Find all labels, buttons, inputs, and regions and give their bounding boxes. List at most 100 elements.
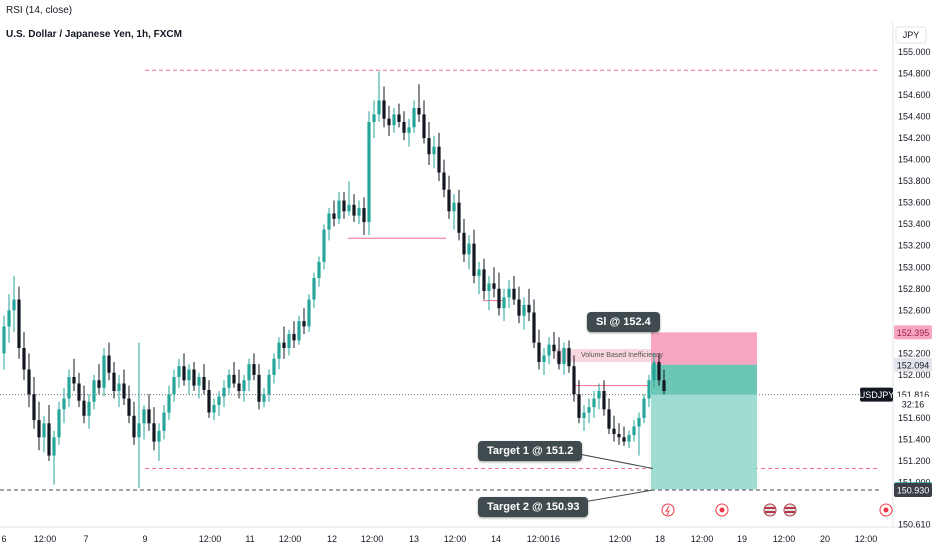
candle[interactable]	[517, 286, 521, 324]
candle[interactable]	[607, 398, 611, 435]
candle[interactable]	[157, 423, 161, 461]
candle[interactable]	[642, 394, 646, 424]
candle[interactable]	[317, 256, 321, 287]
candle[interactable]	[147, 394, 151, 431]
candle[interactable]	[447, 175, 451, 219]
candle[interactable]	[217, 391, 221, 416]
candle[interactable]	[327, 208, 331, 241]
candle[interactable]	[247, 358, 251, 392]
candle[interactable]	[592, 391, 596, 418]
candle[interactable]	[32, 377, 36, 429]
candle[interactable]	[372, 100, 376, 139]
candle[interactable]	[587, 398, 591, 424]
candle[interactable]	[647, 374, 651, 408]
candle[interactable]	[602, 380, 606, 416]
indicator-header[interactable]: RSI (14, close)	[0, 0, 932, 23]
candle[interactable]	[407, 118, 411, 147]
candle[interactable]	[212, 398, 216, 421]
candle[interactable]	[187, 364, 191, 395]
candle[interactable]	[47, 405, 51, 461]
candle[interactable]	[102, 347, 106, 397]
candle[interactable]	[362, 197, 366, 235]
candle[interactable]	[237, 369, 241, 399]
candle[interactable]	[452, 194, 456, 230]
candle[interactable]	[637, 412, 641, 456]
candle[interactable]	[462, 218, 466, 262]
candle[interactable]	[627, 430, 631, 449]
candle[interactable]	[292, 321, 296, 348]
candle[interactable]	[277, 337, 281, 370]
us-flag-icon[interactable]	[783, 503, 797, 517]
candle[interactable]	[312, 272, 316, 309]
candle[interactable]	[267, 369, 271, 402]
candle[interactable]	[532, 299, 536, 348]
candle[interactable]	[322, 224, 326, 270]
candle[interactable]	[662, 369, 666, 395]
candle[interactable]	[107, 342, 111, 381]
candle[interactable]	[72, 358, 76, 392]
candle[interactable]	[457, 189, 461, 241]
candle[interactable]	[132, 401, 136, 445]
candle[interactable]	[527, 288, 531, 322]
candle[interactable]	[27, 353, 31, 408]
candle[interactable]	[232, 361, 236, 388]
candle[interactable]	[597, 383, 601, 410]
candle[interactable]	[152, 407, 156, 451]
candle[interactable]	[302, 308, 306, 334]
candle[interactable]	[392, 107, 396, 133]
event-circle-icon[interactable]	[879, 503, 893, 517]
candle[interactable]	[502, 288, 506, 322]
candle[interactable]	[2, 315, 6, 370]
candle[interactable]	[507, 280, 511, 309]
candle[interactable]	[67, 369, 71, 408]
candle[interactable]	[52, 430, 56, 485]
candle[interactable]	[572, 355, 576, 402]
candle[interactable]	[82, 385, 86, 424]
candle[interactable]	[242, 374, 246, 402]
candle[interactable]	[522, 297, 526, 330]
candle[interactable]	[552, 331, 556, 359]
stop-loss-zone[interactable]	[651, 332, 757, 365]
candle[interactable]	[377, 71, 381, 122]
candle[interactable]	[387, 105, 391, 136]
candle[interactable]	[422, 100, 426, 144]
candle[interactable]	[97, 364, 101, 395]
candle[interactable]	[437, 132, 441, 182]
candle[interactable]	[617, 423, 621, 445]
candle[interactable]	[57, 401, 61, 445]
candle[interactable]	[467, 234, 471, 270]
candle[interactable]	[282, 326, 286, 359]
candle[interactable]	[252, 353, 256, 381]
candle[interactable]	[577, 380, 581, 424]
candle[interactable]	[472, 229, 476, 284]
candle[interactable]	[352, 194, 356, 223]
candle[interactable]	[417, 84, 421, 122]
candle[interactable]	[397, 103, 401, 128]
candle[interactable]	[122, 369, 126, 406]
candle[interactable]	[477, 261, 481, 295]
candle[interactable]	[142, 405, 146, 440]
candle[interactable]	[412, 100, 416, 133]
candle[interactable]	[177, 358, 181, 388]
lightning-icon[interactable]	[661, 503, 675, 517]
candle[interactable]	[622, 426, 626, 446]
candle[interactable]	[582, 405, 586, 431]
candle[interactable]	[182, 353, 186, 386]
candle[interactable]	[307, 294, 311, 332]
candle[interactable]	[432, 135, 436, 169]
candle[interactable]	[342, 191, 346, 219]
candle[interactable]	[657, 353, 661, 386]
candle[interactable]	[162, 405, 166, 440]
candle[interactable]	[442, 159, 446, 198]
event-circle-icon[interactable]	[715, 503, 729, 517]
candle[interactable]	[172, 369, 176, 402]
candle[interactable]	[22, 331, 26, 381]
candle[interactable]	[347, 181, 351, 216]
candle[interactable]	[542, 347, 546, 375]
candle[interactable]	[137, 342, 141, 488]
candle[interactable]	[537, 329, 541, 370]
candle[interactable]	[367, 111, 371, 235]
candle[interactable]	[297, 315, 301, 345]
candle[interactable]	[262, 387, 266, 408]
candle[interactable]	[197, 372, 201, 399]
